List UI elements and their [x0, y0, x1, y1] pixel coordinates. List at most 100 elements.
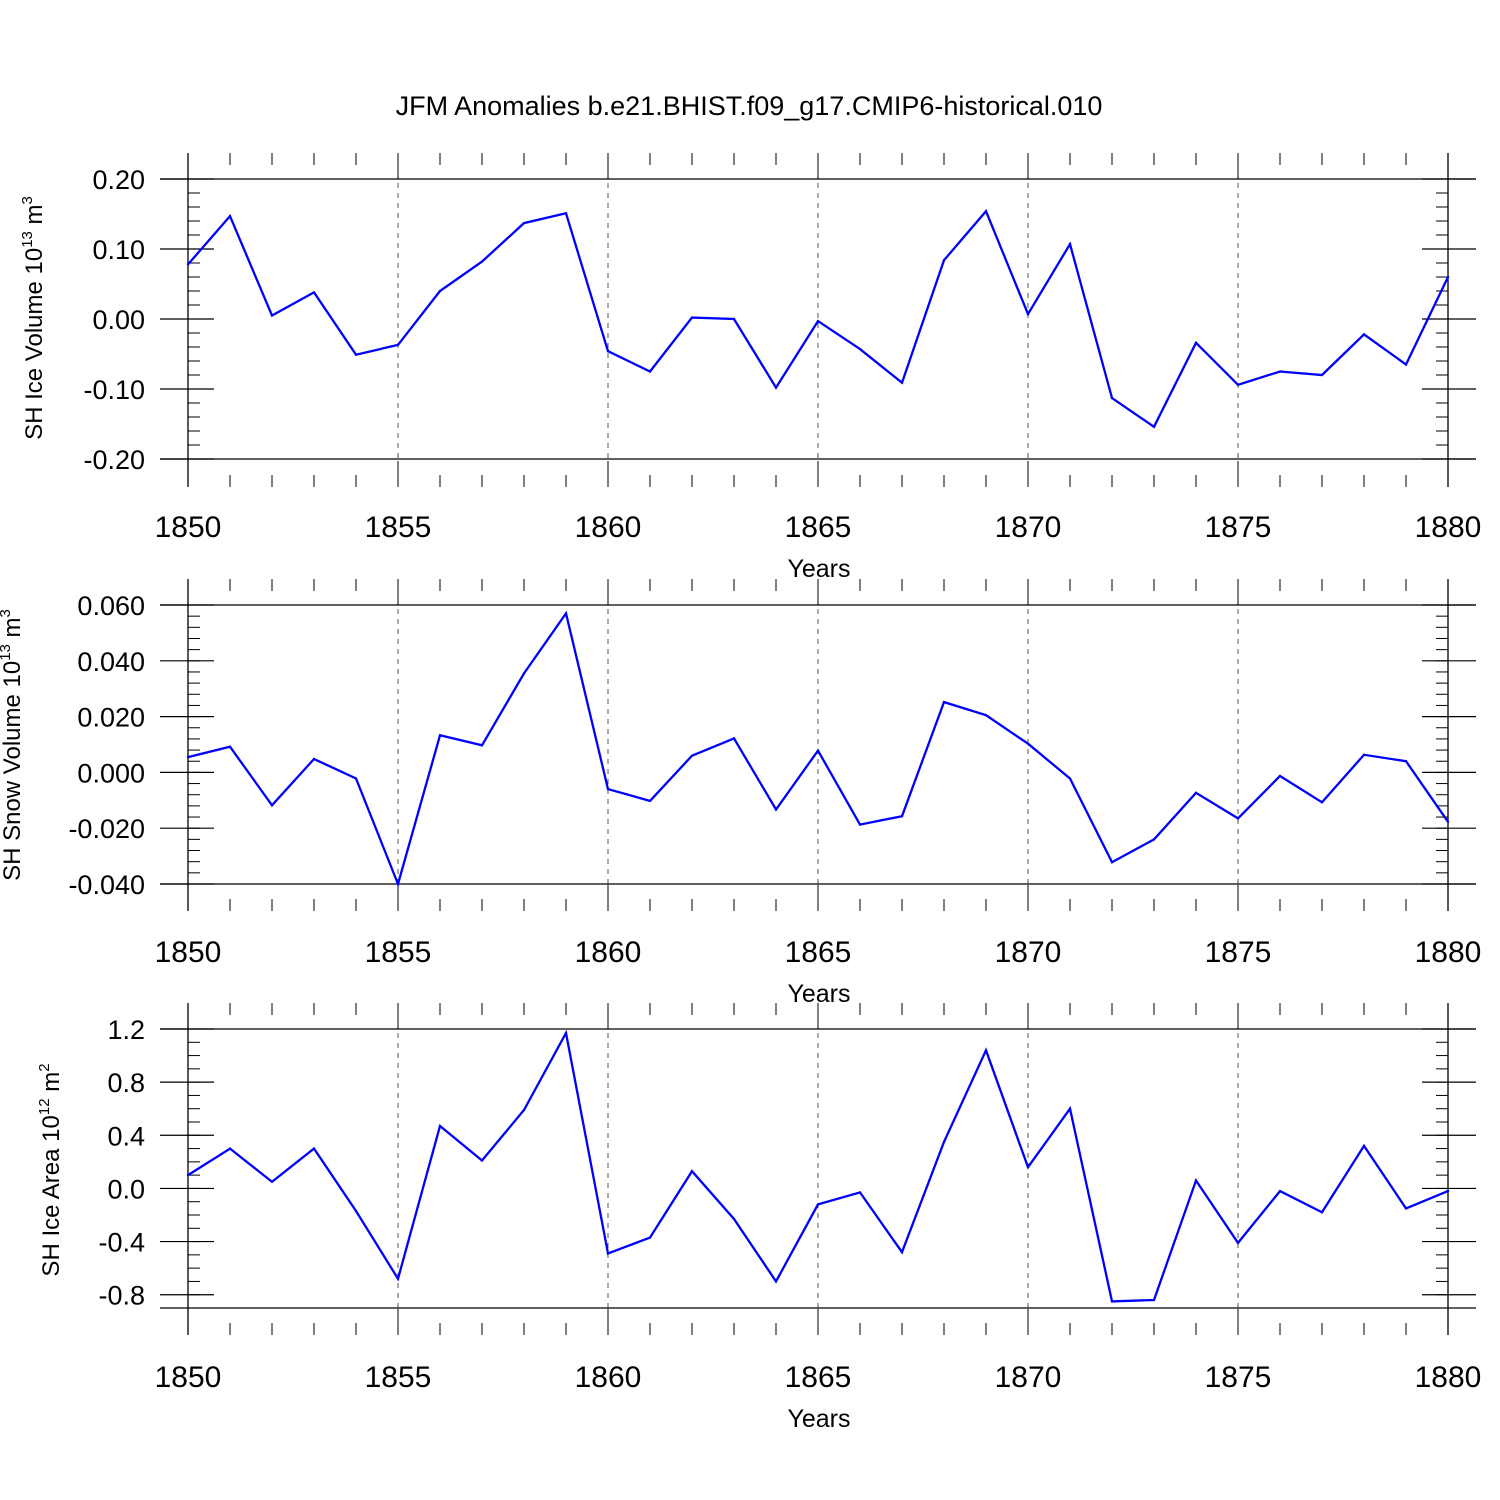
data-point	[354, 353, 358, 356]
y-axis-label-part: 3	[0, 609, 14, 617]
data-point	[480, 260, 484, 263]
data-point	[1026, 742, 1030, 745]
x-tick-label: 1855	[365, 511, 432, 544]
data-point	[816, 319, 820, 323]
x-tick-label: 1880	[1415, 511, 1482, 544]
data-point	[900, 1251, 904, 1254]
data-point	[522, 1108, 526, 1112]
data-point	[1236, 383, 1240, 386]
y-tick-label: 0.10	[92, 235, 145, 265]
data-point	[984, 210, 988, 213]
data-point	[1404, 363, 1408, 366]
data-point	[606, 1252, 610, 1255]
data-point	[816, 749, 820, 752]
x-tick-label: 1880	[1415, 1361, 1482, 1394]
panel-3: 1.2 0.8 0.4 0.0 -0.4 -0.8 1850 1855 1860 1865 1870…	[36, 1003, 1481, 1433]
data-point	[1026, 312, 1030, 316]
x-tick-label: 1855	[365, 1361, 432, 1394]
data-point	[1236, 1241, 1240, 1245]
x-tick-label: 1875	[1205, 1361, 1272, 1394]
panel-1: 0.20 0.10 0.00 -0.10 -0.20 1850 1855 1860 1865 18…	[19, 153, 1481, 583]
y-axis-label-part: SH Snow Volume 10	[0, 661, 26, 881]
y-axis-label-part: 13	[19, 231, 36, 248]
x-tick-label: 1875	[1205, 936, 1272, 969]
x-tick-label: 1855	[365, 936, 432, 969]
data-point	[942, 1140, 946, 1144]
x-tick-label: 1875	[1205, 511, 1272, 544]
data-point	[1152, 1298, 1156, 1302]
data-point	[1320, 801, 1324, 804]
data-point	[270, 804, 274, 807]
y-tick-label: -0.10	[83, 375, 145, 405]
y-axis-label-part: m	[0, 617, 26, 644]
y-axis-label-part: m	[38, 1072, 65, 1099]
data-point	[312, 291, 316, 294]
data-point	[1278, 370, 1282, 373]
data-point	[984, 714, 988, 717]
y-tick-label: 0.020	[77, 703, 145, 733]
data-point	[1404, 760, 1408, 763]
data-point	[270, 314, 274, 317]
y-axis-label-part: SH Ice Area 10	[38, 1115, 65, 1276]
data-point	[1278, 1189, 1282, 1193]
y-tick-label: -0.040	[68, 870, 145, 900]
y-tick-label: -0.20	[83, 445, 145, 475]
data-point	[732, 1217, 736, 1221]
y-tick-label: 0.4	[107, 1121, 145, 1151]
panel-2: 0.060 0.040 0.020 0.000 -0.020 -0.040 1850 1855…	[0, 579, 1481, 1008]
x-tick-label: 1870	[995, 936, 1062, 969]
data-point	[354, 1209, 358, 1213]
x-tick-label: 1865	[785, 936, 852, 969]
data-point	[816, 1203, 820, 1206]
panels: 0.20 0.10 0.00 -0.10 -0.20 1850 1855 1860 1865 18…	[0, 153, 1481, 1433]
y-axis-label-part: 13	[0, 644, 14, 661]
y-axis-label: SH Ice Area 1012 m2	[36, 1063, 65, 1276]
data-point	[186, 263, 190, 266]
y-tick-label: 0.00	[92, 305, 145, 335]
y-tick-label: 1.2	[107, 1015, 145, 1045]
data-point	[1446, 1189, 1450, 1193]
data-point	[1110, 396, 1114, 400]
x-tick-label: 1870	[995, 511, 1062, 544]
y-axis-label: SH Ice Volume 1013 m3	[19, 196, 48, 440]
y-axis-label-part: 2	[36, 1063, 53, 1071]
data-point	[900, 381, 904, 384]
data-point	[1068, 777, 1072, 780]
data-point	[1236, 817, 1240, 820]
data-point	[1194, 341, 1198, 344]
data-point	[984, 1049, 988, 1052]
x-tick-label: 1850	[155, 936, 222, 969]
data-point	[648, 1236, 652, 1239]
y-axis-label-part: 3	[19, 196, 36, 204]
data-point	[1362, 753, 1366, 757]
y-tick-label: 0.040	[77, 647, 145, 677]
data-point	[1320, 1211, 1324, 1214]
data-point	[564, 212, 568, 215]
data-point	[438, 1124, 442, 1128]
y-tick-label: -0.8	[98, 1281, 145, 1311]
data-point	[1152, 838, 1156, 841]
data-point	[228, 214, 232, 218]
data-point	[858, 823, 862, 826]
x-tick-label: 1865	[785, 511, 852, 544]
y-axis-label-part: m	[21, 204, 48, 231]
data-point	[396, 882, 400, 886]
data-point	[648, 799, 652, 803]
x-tick-label: 1880	[1415, 936, 1482, 969]
data-point	[186, 755, 190, 759]
data-point	[1068, 242, 1072, 246]
y-axis-label-part: SH Ice Volume 10	[21, 248, 48, 440]
data-point	[774, 808, 778, 811]
data-point	[1068, 1107, 1072, 1110]
x-tick-label: 1850	[155, 1361, 222, 1394]
data-point	[396, 343, 400, 347]
data-point	[900, 815, 904, 818]
y-tick-label: 0.8	[107, 1068, 145, 1098]
data-point	[648, 370, 652, 373]
data-point	[732, 317, 736, 321]
data-point	[942, 700, 946, 704]
data-point	[606, 787, 610, 791]
data-point	[774, 386, 778, 389]
data-point	[270, 1180, 274, 1183]
